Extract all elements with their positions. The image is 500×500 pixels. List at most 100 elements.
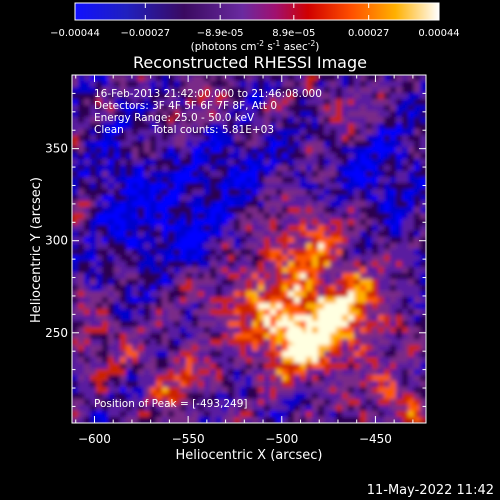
heatmap-cell: [324, 93, 331, 100]
heatmap-cell: [186, 261, 193, 268]
heatmap-cell: [270, 303, 277, 310]
heatmap-cell: [342, 243, 349, 250]
heatmap-cell: [126, 75, 133, 82]
heatmap-cell: [246, 405, 253, 412]
heatmap-cell: [120, 135, 127, 142]
heatmap-cell: [174, 99, 181, 106]
heatmap-cell: [78, 369, 85, 376]
heatmap-cell: [414, 201, 421, 208]
heatmap-cell: [354, 375, 361, 382]
heatmap-cell: [90, 345, 97, 352]
heatmap-cell: [342, 393, 349, 400]
heatmap-cell: [330, 411, 337, 418]
heatmap-cell: [72, 297, 79, 304]
heatmap-cell: [90, 189, 97, 196]
heatmap-cell: [144, 369, 151, 376]
heatmap-cell: [354, 225, 361, 232]
heatmap-cell: [372, 273, 379, 280]
heatmap-cell: [228, 339, 235, 346]
heatmap-cell: [108, 165, 115, 172]
heatmap-cell: [132, 189, 139, 196]
heatmap-cell: [246, 267, 253, 274]
heatmap-cell: [90, 351, 97, 358]
heatmap-cell: [378, 387, 385, 394]
heatmap-cell: [192, 255, 199, 262]
heatmap-cell: [192, 141, 199, 148]
heatmap-cell: [204, 225, 211, 232]
heatmap-cell: [264, 165, 271, 172]
heatmap-cell: [234, 363, 241, 370]
heatmap-cell: [294, 141, 301, 148]
heatmap-cell: [174, 255, 181, 262]
heatmap-cell: [210, 345, 217, 352]
heatmap-cell: [306, 135, 313, 142]
heatmap-cell: [264, 81, 271, 88]
heatmap-cell: [396, 291, 403, 298]
heatmap-cell: [192, 405, 199, 412]
heatmap-cell: [312, 291, 319, 298]
heatmap-cell: [360, 369, 367, 376]
heatmap-cell: [390, 201, 397, 208]
heatmap-cell: [414, 177, 421, 184]
heatmap-cell: [300, 99, 307, 106]
heatmap-cell: [264, 303, 271, 310]
heatmap-cell: [156, 111, 163, 118]
heatmap-cell: [120, 261, 127, 268]
heatmap-cell: [240, 399, 247, 406]
heatmap-cell: [138, 369, 145, 376]
colorbar-tick-label: −8.9e-05: [197, 28, 244, 39]
heatmap-cell: [312, 375, 319, 382]
heatmap-cell: [414, 249, 421, 256]
heatmap-cell: [216, 297, 223, 304]
heatmap-cell: [342, 417, 349, 423]
heatmap-cell: [384, 243, 391, 250]
heatmap-cell: [366, 117, 373, 124]
heatmap-cell: [222, 303, 229, 310]
heatmap-cell: [144, 147, 151, 154]
heatmap-cell: [420, 393, 426, 400]
heatmap-cell: [270, 405, 277, 412]
heatmap-cell: [144, 159, 151, 166]
colorbar-gradient: [74, 2, 440, 21]
heatmap-cell: [372, 159, 379, 166]
heatmap-cell: [144, 111, 151, 118]
heatmap-cell: [120, 273, 127, 280]
heatmap-cell: [336, 123, 343, 130]
heatmap-cell: [258, 309, 265, 316]
heatmap-cell: [228, 201, 235, 208]
heatmap-cell: [372, 279, 379, 286]
heatmap-cell: [366, 399, 373, 406]
heatmap-cell: [240, 285, 247, 292]
heatmap-cell: [204, 261, 211, 268]
heatmap-cell: [144, 357, 151, 364]
heatmap-cell: [84, 363, 91, 370]
heatmap-cell: [138, 417, 145, 423]
heatmap-cell: [240, 219, 247, 226]
heatmap-cell: [102, 171, 109, 178]
heatmap-cell: [180, 387, 187, 394]
heatmap-cell: [342, 93, 349, 100]
heatmap-cell: [234, 255, 241, 262]
heatmap-cell: [138, 111, 145, 118]
heatmap-cell: [120, 375, 127, 382]
heatmap-cell: [384, 303, 391, 310]
heatmap-cell: [240, 93, 247, 100]
heatmap-cell: [102, 141, 109, 148]
heatmap-cell: [162, 291, 169, 298]
heatmap-cell: [162, 207, 169, 214]
heatmap-cell: [390, 183, 397, 190]
heatmap-cell: [108, 399, 115, 406]
heatmap-cell: [72, 309, 79, 316]
heatmap-cell: [318, 303, 325, 310]
heatmap-cell: [168, 183, 175, 190]
heatmap-cell: [420, 363, 426, 370]
heatmap-cell: [318, 261, 325, 268]
heatmap-cell: [186, 321, 193, 328]
heatmap-cell: [90, 333, 97, 340]
heatmap-cell: [258, 99, 265, 106]
heatmap-cell: [132, 177, 139, 184]
heatmap-cell: [84, 261, 91, 268]
heatmap-cell: [168, 315, 175, 322]
heatmap-cell: [366, 177, 373, 184]
heatmap-cell: [144, 123, 151, 130]
